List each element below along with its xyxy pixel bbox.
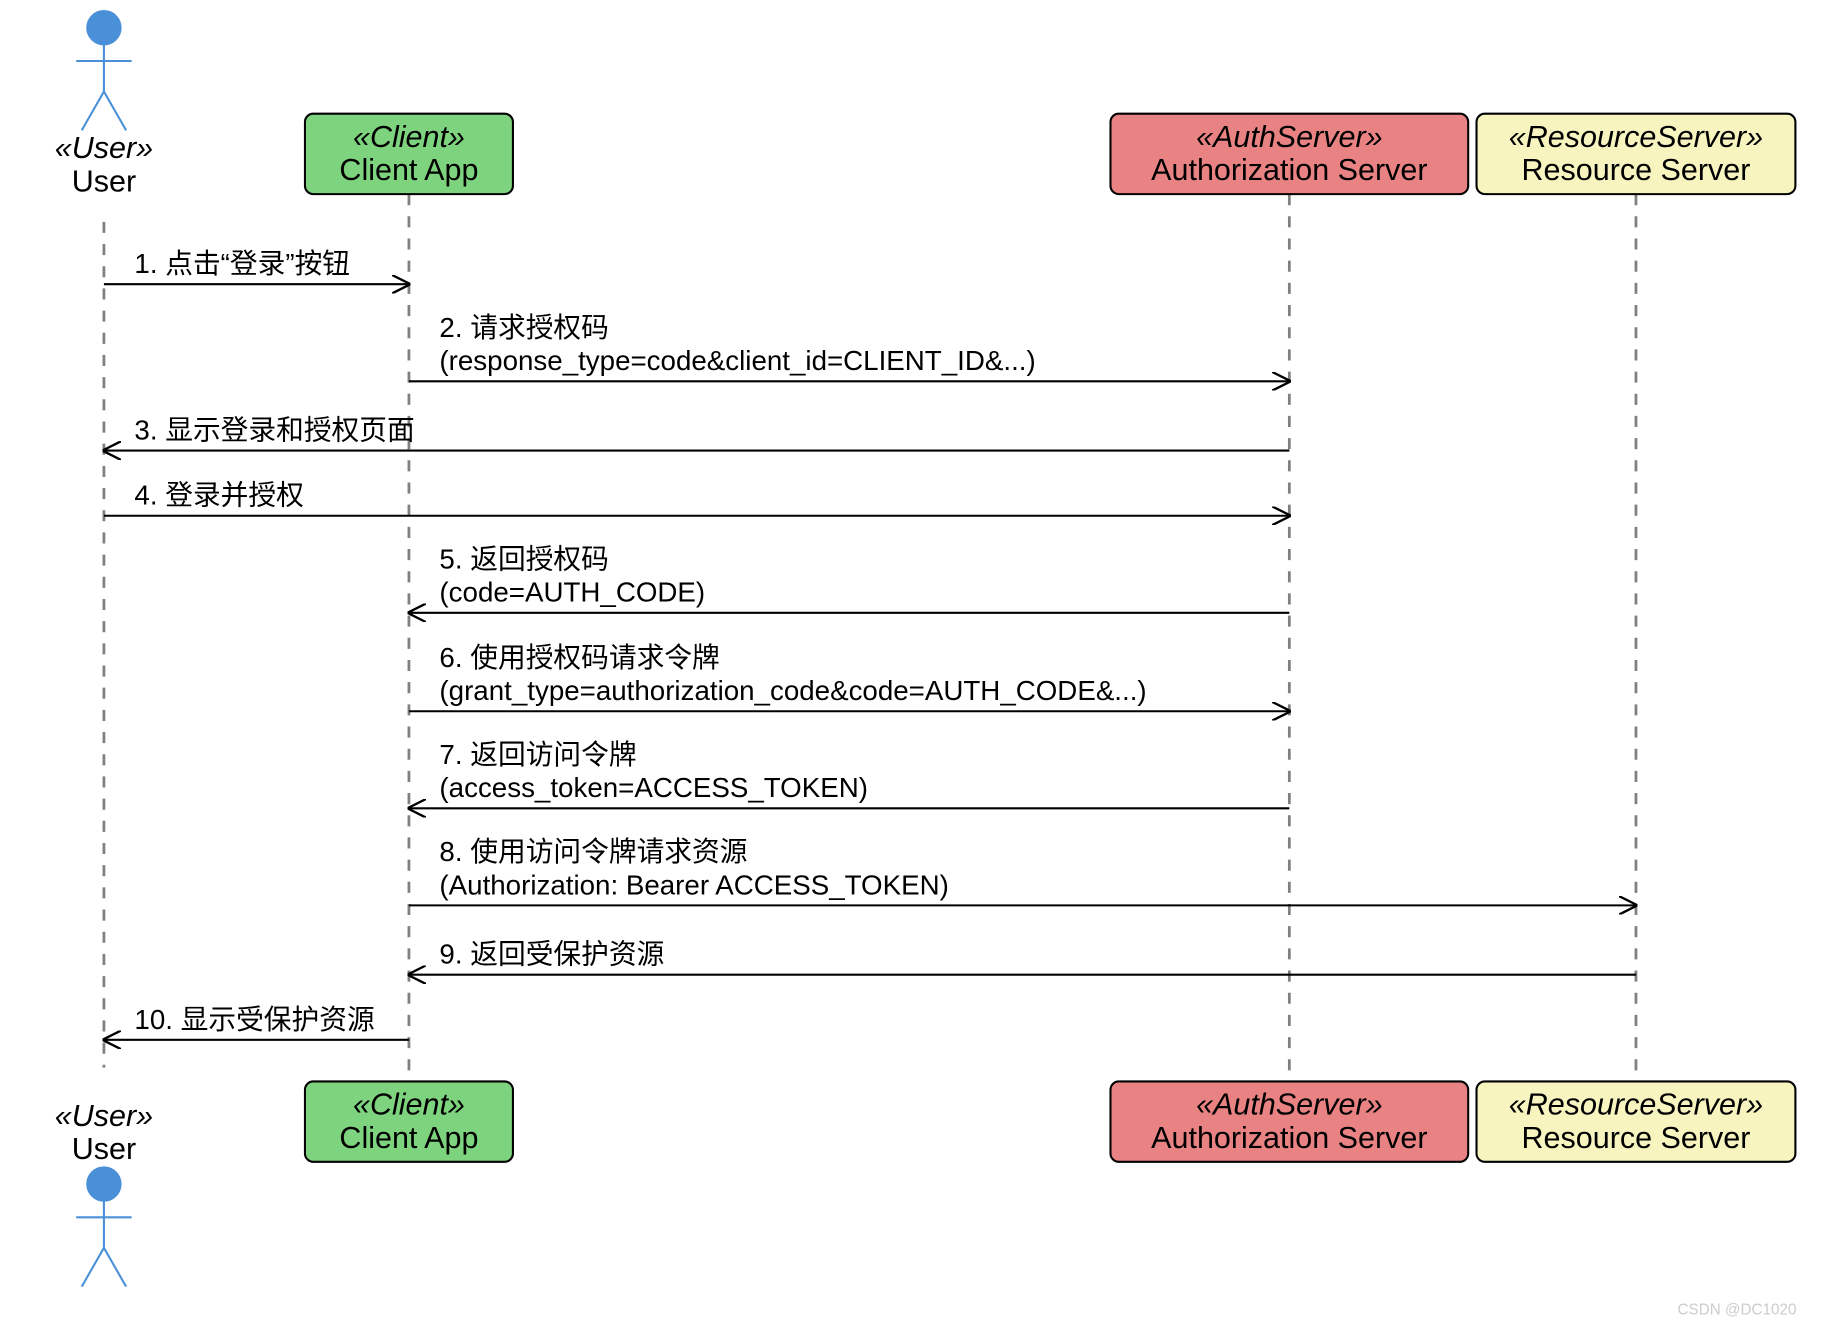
- participant-res: «ResourceServer»Resource Server: [1477, 114, 1796, 194]
- message-4: 4. 登录并授权: [104, 480, 1289, 516]
- sequence-diagram: «User»User«Client»Client App«AuthServer»…: [0, 0, 1830, 1331]
- participant-stereotype: «ResourceServer»: [1509, 1088, 1763, 1122]
- message-label: 3. 显示登录和授权页面: [134, 415, 414, 446]
- message-label: 7. 返回访问令牌: [439, 739, 636, 770]
- participant-res: «ResourceServer»Resource Server: [1477, 1081, 1796, 1161]
- message-8: 8. 使用访问令牌请求资源(Authorization: Bearer ACCE…: [409, 836, 1636, 905]
- message-label: (grant_type=authorization_code&code=AUTH…: [439, 675, 1146, 706]
- participant-name: Authorization Server: [1151, 153, 1427, 187]
- message-label: (access_token=ACCESS_TOKEN): [439, 772, 868, 803]
- message-5: 5. 返回授权码(code=AUTH_CODE): [409, 543, 1289, 612]
- message-3: 3. 显示登录和授权页面: [104, 415, 1289, 451]
- message-label: 10. 显示受保护资源: [134, 1004, 374, 1035]
- participant-auth: «AuthServer»Authorization Server: [1110, 1081, 1468, 1161]
- message-label: 5. 返回授权码: [439, 543, 608, 574]
- participant-stereotype: «Client»: [353, 120, 465, 154]
- participant-stereotype: «AuthServer»: [1196, 1088, 1383, 1122]
- message-6: 6. 使用授权码请求令牌(grant_type=authorization_co…: [409, 642, 1289, 711]
- actor-name: User: [72, 1132, 136, 1166]
- actor-stereotype: «User»: [55, 1099, 153, 1133]
- actor-name: User: [72, 164, 136, 198]
- participant-stereotype: «ResourceServer»: [1509, 120, 1763, 154]
- message-label: 4. 登录并授权: [134, 480, 303, 511]
- message-label: 2. 请求授权码: [439, 312, 608, 343]
- participant-name: Resource Server: [1522, 1121, 1751, 1155]
- participant-name: Client App: [339, 1121, 478, 1155]
- message-label: 1. 点击“登录”按钮: [134, 248, 350, 279]
- message-label: 8. 使用访问令牌请求资源: [439, 836, 747, 867]
- participant-auth: «AuthServer»Authorization Server: [1110, 114, 1468, 194]
- message-7: 7. 返回访问令牌(access_token=ACCESS_TOKEN): [409, 739, 1289, 808]
- actor-user: «User»User: [55, 1099, 153, 1287]
- watermark: CSDN @DC1020: [1678, 1301, 1797, 1318]
- message-1: 1. 点击“登录”按钮: [104, 248, 409, 284]
- message-10: 10. 显示受保护资源: [104, 1004, 409, 1040]
- participant-stereotype: «AuthServer»: [1196, 120, 1383, 154]
- participant-name: Client App: [339, 153, 478, 187]
- actor-stereotype: «User»: [55, 131, 153, 165]
- participant-name: Resource Server: [1522, 153, 1751, 187]
- actor-user: «User»User: [55, 11, 153, 198]
- participant-name: Authorization Server: [1151, 1121, 1427, 1155]
- message-label: (response_type=code&client_id=CLIENT_ID&…: [439, 345, 1035, 376]
- participant-client: «Client»Client App: [305, 1081, 513, 1161]
- message-2: 2. 请求授权码(response_type=code&client_id=CL…: [409, 312, 1289, 381]
- message-label: 9. 返回受保护资源: [439, 939, 664, 970]
- participant-stereotype: «Client»: [353, 1088, 465, 1122]
- participant-client: «Client»Client App: [305, 114, 513, 194]
- message-label: 6. 使用授权码请求令牌: [439, 642, 719, 673]
- message-9: 9. 返回受保护资源: [409, 939, 1636, 975]
- message-label: (Authorization: Bearer ACCESS_TOKEN): [439, 869, 948, 900]
- message-label: (code=AUTH_CODE): [439, 577, 705, 608]
